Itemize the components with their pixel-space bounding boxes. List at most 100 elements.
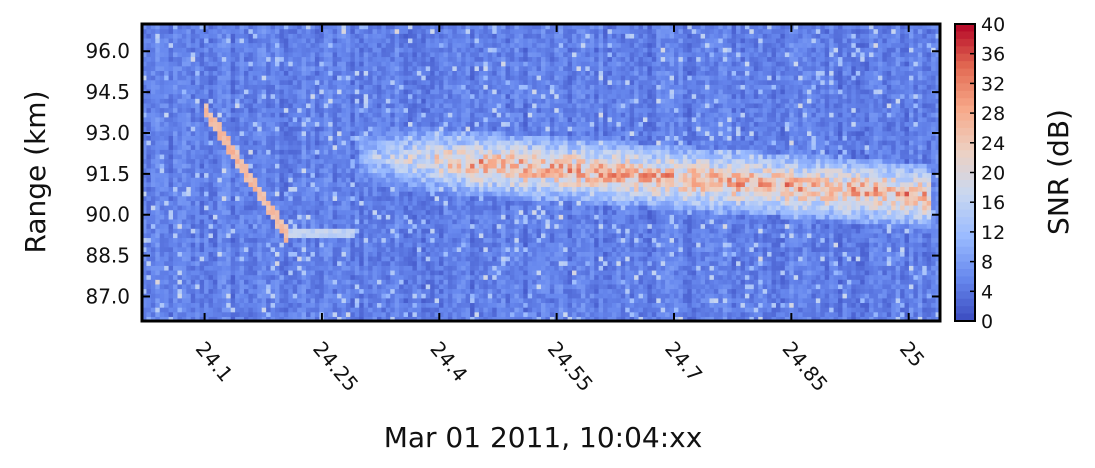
- heatmap-cell: [292, 242, 298, 248]
- heatmap-cell: [279, 274, 285, 280]
- heatmap-cell: [470, 70, 476, 76]
- heatmap-cell: [319, 121, 325, 127]
- heatmap-cell: [266, 232, 272, 239]
- heatmap-cell: [314, 126, 320, 132]
- heatmap-cell: [306, 228, 312, 234]
- heatmap-cell: [186, 223, 192, 229]
- heatmap-cell: [341, 75, 347, 81]
- heatmap-cell: [363, 242, 369, 248]
- heatmap-cell: [470, 260, 476, 266]
- heatmap-cell: [204, 256, 210, 262]
- heatmap-cell: [452, 293, 458, 299]
- heatmap-cell: [434, 274, 440, 280]
- heatmap-cell: [239, 149, 245, 155]
- heatmap-cell: [257, 47, 263, 53]
- heatmap-cell: [177, 279, 183, 285]
- heatmap-cell: [350, 28, 356, 34]
- heatmap-cell: [310, 24, 316, 30]
- heatmap-cell: [368, 61, 374, 67]
- heatmap-cell: [363, 256, 369, 262]
- heatmap-cell: [261, 107, 267, 113]
- heatmap-cell: [150, 177, 156, 183]
- heatmap-cell: [204, 121, 210, 127]
- heatmap-cell: [181, 75, 187, 81]
- heatmap-cell: [297, 256, 303, 262]
- heatmap-cell: [403, 102, 409, 109]
- heatmap-cell: [394, 135, 400, 141]
- heatmap-cell: [430, 47, 436, 53]
- heatmap-cell: [150, 70, 156, 76]
- heatmap-cell: [288, 130, 294, 136]
- heatmap-cell: [230, 293, 236, 299]
- heatmap-cell: [239, 107, 245, 113]
- heatmap-cell: [394, 51, 400, 58]
- heatmap-cell: [243, 242, 249, 248]
- heatmap-cell: [394, 251, 400, 257]
- heatmap-cell: [275, 283, 281, 290]
- heatmap-cell: [341, 283, 347, 290]
- heatmap-cell: [425, 75, 431, 81]
- heatmap-cell: [248, 158, 254, 164]
- heatmap-cell: [412, 223, 418, 229]
- heatmap-cell: [297, 209, 303, 215]
- heatmap-cell: [261, 112, 267, 118]
- heatmap-cell: [164, 232, 170, 239]
- heatmap-cell: [381, 177, 387, 183]
- heatmap-cell: [195, 75, 201, 81]
- heatmap-cell: [416, 232, 422, 239]
- heatmap-cell: [230, 279, 236, 285]
- heatmap-cell: [465, 204, 471, 211]
- heatmap-cell: [425, 61, 431, 67]
- heatmap-cell: [248, 228, 254, 234]
- heatmap-cell: [452, 232, 458, 239]
- heatmap-cell: [474, 214, 480, 220]
- heatmap-cell: [354, 144, 360, 150]
- heatmap-cell: [345, 102, 351, 109]
- heatmap-cell: [314, 251, 320, 257]
- heatmap-cell: [226, 237, 232, 243]
- heatmap-cell: [306, 209, 312, 215]
- heatmap-cell: [283, 61, 289, 67]
- heatmap-cell: [345, 144, 351, 150]
- heatmap-cell: [279, 116, 285, 123]
- heatmap-cell: [461, 65, 467, 72]
- heatmap-cell: [310, 33, 316, 39]
- heatmap-cell: [390, 65, 396, 72]
- heatmap-cell: [164, 274, 170, 280]
- heatmap-cell: [430, 256, 436, 262]
- heatmap-cell: [142, 140, 148, 146]
- heatmap-cell: [168, 223, 174, 229]
- heatmap-cell: [359, 107, 365, 113]
- heatmap-cell: [252, 283, 258, 290]
- heatmap-cell: [301, 209, 307, 215]
- heatmap-cell: [434, 172, 440, 178]
- heatmap-cell: [354, 70, 360, 76]
- heatmap-cell: [283, 269, 289, 276]
- heatmap-cell: [416, 260, 422, 266]
- heatmap-cell: [266, 28, 272, 34]
- heatmap-cell: [430, 135, 436, 141]
- heatmap-cell: [478, 70, 484, 76]
- heatmap-cell: [212, 65, 218, 72]
- heatmap-cell: [310, 51, 316, 58]
- heatmap-cell: [354, 311, 360, 317]
- heatmap-cell: [173, 135, 179, 141]
- heatmap-cell: [434, 93, 440, 99]
- heatmap-cell: [372, 153, 378, 160]
- heatmap-cell: [443, 232, 449, 239]
- heatmap-cell: [408, 232, 414, 239]
- heatmap-cell: [257, 167, 263, 174]
- heatmap-cell: [412, 186, 418, 192]
- heatmap-cell: [173, 163, 179, 169]
- heatmap-cell: [173, 144, 179, 150]
- heatmap-cell: [443, 251, 449, 257]
- heatmap-cell: [257, 37, 263, 44]
- heatmap-cell: [235, 112, 241, 118]
- heatmap-cell: [177, 135, 183, 141]
- heatmap-cell: [439, 70, 445, 76]
- heatmap-cell: [230, 288, 236, 294]
- heatmap-cell: [341, 56, 347, 62]
- heatmap-cell: [248, 265, 254, 271]
- heatmap-cell: [376, 79, 382, 85]
- heatmap-cell: [164, 153, 170, 160]
